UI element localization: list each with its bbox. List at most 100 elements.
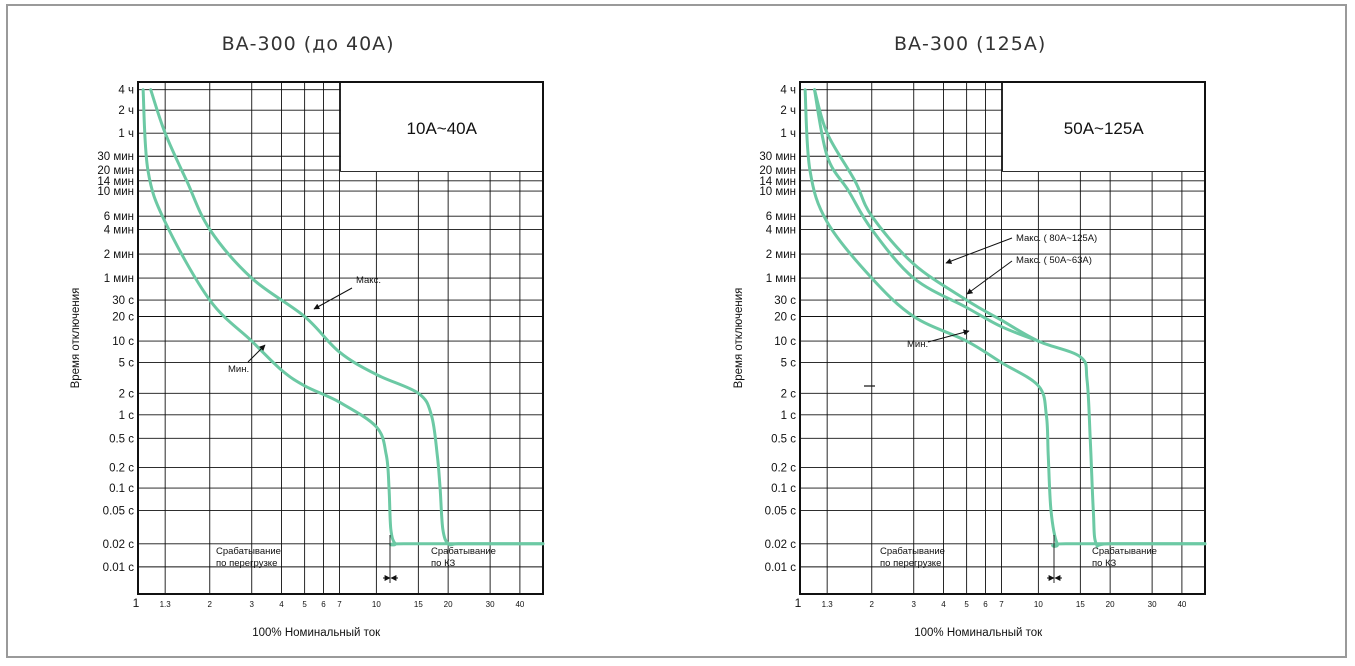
max-label: Макс. <box>356 275 381 286</box>
min-arrow <box>247 344 266 363</box>
y-tick-label: 1 ч <box>118 128 134 140</box>
x-tick-label: 1 <box>133 596 140 610</box>
figure-frame <box>6 4 1347 658</box>
y-tick-label: 0.1 с <box>771 483 796 495</box>
max-80-125-label: Макс. ( 80А~125А) <box>1016 233 1097 244</box>
y-tick-label: 10 с <box>112 336 134 348</box>
chart-title: ВА-300 (до 40А) <box>222 33 395 55</box>
y-tick-label: 0.2 с <box>771 463 796 475</box>
y-tick-label: 30 с <box>112 295 134 307</box>
y-tick-label: 2 с <box>119 388 135 400</box>
y-tick-label: 0.02 с <box>103 539 135 551</box>
x-tick-label: 15 <box>414 600 423 609</box>
y-tick-label: 0.5 с <box>771 433 796 445</box>
overload-label-2: по перегрузке <box>880 558 941 569</box>
x-tick-label: 6 <box>321 600 326 609</box>
series-line-2 <box>813 88 1040 343</box>
x-tick-label: 4 <box>941 600 946 609</box>
chart-1: ВА-300 (до 40А) 4 ч 2 ч 1 ч 30 мин 20 мин 1 4 м… <box>70 33 545 639</box>
x-tick-label: 20 <box>1106 600 1115 609</box>
min-label: Мин. <box>228 364 249 375</box>
y-tick-label: 4 ч <box>780 85 796 97</box>
series-line-3 <box>803 88 1207 548</box>
range-label: 10А~40А <box>407 119 478 138</box>
y-tick-label: 6 мин <box>104 211 134 223</box>
overload-label-1: Срабатывание <box>216 546 281 557</box>
x-tick-label: 30 <box>486 600 495 609</box>
x-tick-label: 5 <box>964 600 969 609</box>
x-axis-label: 100% Номинальный ток <box>252 627 381 639</box>
y-tick-label: 0.1 с <box>109 483 134 495</box>
max-50-63-arrow <box>966 260 1013 295</box>
plot-border <box>799 81 1206 595</box>
short-circuit-label-1: Срабатывание <box>431 546 496 557</box>
y-axis-label: Время отключения <box>733 288 745 389</box>
x-tick-label: 1.3 <box>160 600 172 609</box>
x-tick-label: 3 <box>912 600 917 609</box>
plot-border <box>137 81 544 595</box>
x-tick-label: 40 <box>515 600 524 609</box>
x-tick-label: 7 <box>999 600 1004 609</box>
y-tick-label: 2 мин <box>766 249 796 261</box>
x-tick-label: 15 <box>1076 600 1085 609</box>
y-tick-label: 30 с <box>774 295 796 307</box>
x-tick-label: 5 <box>302 600 307 609</box>
y-tick-label: 0.01 с <box>765 562 797 574</box>
series-line-1 <box>813 88 1207 548</box>
y-tick-label: 1 ч <box>780 128 796 140</box>
y-tick-label: 20 мин <box>759 165 796 177</box>
x-tick-label: 10 <box>372 600 381 609</box>
y-axis-label: Время отключения <box>70 288 82 389</box>
y-tick-label: 10 мин <box>97 186 134 198</box>
x-tick-label: 40 <box>1177 600 1186 609</box>
y-tick-label: 14 мин <box>759 176 796 188</box>
x-tick-label: 1 <box>795 596 802 610</box>
min-arrow <box>927 329 970 343</box>
y-tick-label: 6 мин <box>766 211 796 223</box>
x-tick-label: 2 <box>208 600 213 609</box>
x-tick-label: 30 <box>1148 600 1157 609</box>
x-tick-label: 7 <box>337 600 342 609</box>
y-tick-label: 0.02 с <box>765 539 797 551</box>
short-circuit-label-2: по КЗ <box>1092 558 1116 569</box>
y-tick-label: 20 мин <box>97 165 134 177</box>
x-tick-label: 3 <box>250 600 255 609</box>
y-tick-label: 0.2 с <box>109 463 134 475</box>
y-tick-label: 1 мин <box>766 273 796 285</box>
max-80-125-arrow <box>945 237 1013 264</box>
y-tick-label: 1 с <box>119 410 135 422</box>
chart-title: ВА-300 (125А) <box>894 33 1046 55</box>
y-tick-label: 2 ч <box>118 105 134 117</box>
max-arrow <box>313 287 353 310</box>
y-tick-label: 10 мин <box>759 186 796 198</box>
y-tick-label: 4 ч <box>118 85 134 97</box>
y-tick-label: 2 с <box>781 388 797 400</box>
x-tick-label: 4 <box>279 600 284 609</box>
y-tick-label: 30 мин <box>759 151 796 163</box>
x-tick-label: 6 <box>983 600 988 609</box>
y-tick-label: 1 с <box>781 410 797 422</box>
y-tick-label: 0.01 с <box>103 562 135 574</box>
overload-label-2: по перегрузке <box>216 558 277 569</box>
y-tick-label: 0.5 с <box>109 433 134 445</box>
y-tick-label: 5 с <box>119 358 135 370</box>
x-tick-label: 10 <box>1034 600 1043 609</box>
y-tick-label: 0.05 с <box>103 506 135 518</box>
x-tick-label: 2 <box>870 600 875 609</box>
y-tick-label: 1 мин <box>104 273 134 285</box>
y-tick-label: 2 ч <box>780 105 796 117</box>
y-tick-label: 4 мин <box>104 224 134 236</box>
y-tick-label: 20 с <box>774 311 796 323</box>
overload-label-1: Срабатывание <box>880 546 945 557</box>
y-tick-label: 4 мин <box>766 224 796 236</box>
short-circuit-label-2: по КЗ <box>431 558 455 569</box>
series-line-2 <box>141 88 545 547</box>
y-tick-label: 10 с <box>774 336 796 348</box>
y-tick-label: 2 мин <box>104 249 134 261</box>
max-50-63-label: Макс. ( 50А~63А) <box>1016 255 1092 266</box>
x-axis-label: 100% Номинальный ток <box>914 627 1043 639</box>
short-circuit-label-1: Срабатывание <box>1092 546 1157 557</box>
y-tick-label: 30 мин <box>97 151 134 163</box>
